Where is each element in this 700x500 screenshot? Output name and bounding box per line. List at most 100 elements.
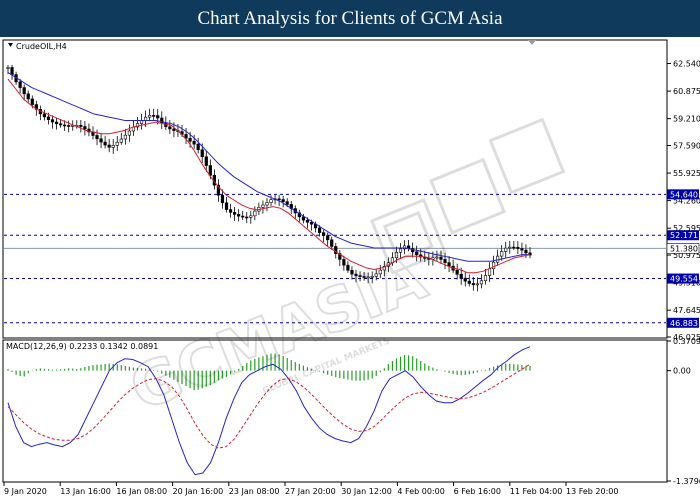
candle-body: [524, 249, 528, 254]
candle-body: [346, 264, 350, 271]
candle-body: [301, 216, 305, 221]
current-price-label-bg: [666, 243, 700, 254]
candle-body: [67, 125, 71, 127]
candle-body: [435, 256, 439, 259]
candle-body: [224, 202, 229, 210]
time-tick-label-7: 4 Feb 00:00: [397, 487, 444, 496]
time-tick-label-8: 6 Feb 16:00: [454, 487, 501, 496]
candle-body: [233, 212, 237, 215]
candle-body: [188, 137, 192, 142]
macd-tick-label-1: 0.00: [673, 367, 691, 376]
candle-body: [342, 259, 346, 266]
candle-body: [463, 277, 467, 282]
candle-body: [111, 145, 115, 148]
level-label-1: 52.171: [670, 231, 698, 240]
candle-body: [467, 280, 471, 284]
price-tick-label-9: 47.645: [673, 306, 700, 315]
candle-body: [216, 184, 221, 196]
candle-body: [309, 221, 314, 225]
candle-body: [459, 273, 463, 279]
candle-body: [156, 115, 160, 119]
price-tick-label-2: 59.210: [673, 115, 700, 124]
macd-tick-label-0: 0.3709: [673, 337, 700, 346]
candle-body: [59, 123, 63, 126]
price-tick-label-5: 54.260: [673, 197, 700, 206]
candle-body: [508, 246, 512, 249]
time-tick-label-4: 23 Jan 08:00: [229, 487, 280, 496]
candle-body: [358, 275, 362, 277]
candle-body: [42, 113, 47, 118]
candle-body: [152, 115, 156, 117]
chart-title-banner: Chart Analysis for Clients of GCM Asia: [0, 0, 700, 37]
candle-body: [334, 246, 338, 254]
candle-body: [241, 215, 245, 218]
macd-signal-line: [7, 363, 531, 449]
candle-body: [148, 115, 152, 118]
candle-body: [46, 116, 51, 120]
candle-body: [172, 128, 176, 131]
candle-body: [516, 246, 520, 249]
ma-red-line: [7, 78, 531, 274]
time-tick-label-10: 13 Feb 20:00: [566, 487, 618, 496]
candle-body: [362, 276, 366, 278]
candle-body: [249, 215, 253, 218]
level-label-2: 49.554: [670, 275, 698, 284]
candle-body: [6, 67, 10, 69]
candle-body: [487, 268, 492, 276]
level-label-bg-3: [667, 317, 699, 328]
candle-body: [204, 156, 208, 166]
candle-body: [99, 138, 103, 143]
candle-body: [439, 256, 443, 260]
candle-body: [253, 210, 257, 217]
candle-body: [168, 126, 172, 130]
price-panel-frame: [2, 39, 668, 339]
candle-body: [123, 134, 127, 140]
candle-body: [281, 199, 285, 203]
candle-body: [443, 259, 447, 263]
candle-body: [277, 198, 281, 201]
level-label-bg-0: [667, 189, 699, 200]
candle-body: [491, 261, 496, 270]
watermark-logo-icon: [369, 117, 566, 275]
candle-body: [483, 275, 488, 282]
candle-body: [322, 232, 326, 236]
price-series: [6, 64, 532, 292]
candle-body: [22, 87, 26, 95]
candle-body: [455, 269, 459, 275]
current-price-label: 51.380: [670, 244, 698, 253]
candle-body: [447, 262, 451, 267]
candle-body: [471, 283, 475, 286]
candle-body: [394, 251, 399, 259]
candle-body: [115, 141, 119, 146]
candle-body: [208, 165, 212, 176]
candle-body: [18, 81, 22, 88]
price-tick-label-3: 57.590: [673, 141, 700, 150]
level-label-bg-2: [667, 273, 699, 284]
candle-body: [228, 209, 233, 213]
candle-body: [475, 283, 479, 286]
candle-body: [107, 144, 111, 148]
symbol-label: CrudeOIL,H4: [16, 42, 67, 51]
watermark-brand: GCMASIA: [121, 243, 436, 425]
candle-body: [350, 270, 354, 275]
macd-label: MACD(12,26,9) 0.2233 0.1342 0.0891: [6, 342, 158, 351]
candle-body: [382, 265, 386, 271]
candle-body: [10, 67, 14, 75]
candle-body: [95, 135, 99, 140]
candle-body: [220, 194, 225, 204]
candle-body: [338, 253, 342, 260]
price-tick-label-10: 46.025: [673, 333, 700, 342]
level-label-bg-1: [667, 230, 699, 241]
candle-body: [265, 202, 269, 206]
level-label-0: 54.640: [670, 190, 698, 199]
symbol-dropdown-icon: [8, 43, 13, 47]
candle-body: [63, 124, 67, 127]
time-tick-label-5: 27 Jan 20:00: [285, 487, 336, 496]
candle-body: [512, 246, 516, 249]
watermark: GCMASIA GLOBAL CAPITAL MARKETS: [120, 117, 566, 426]
macd-line: [7, 346, 531, 476]
candle-body: [370, 276, 374, 278]
candle-body: [305, 219, 310, 223]
price-y-axis: 62.540 60.875 59.210 57.590 55.925 54.260 52.5…: [666, 60, 700, 342]
